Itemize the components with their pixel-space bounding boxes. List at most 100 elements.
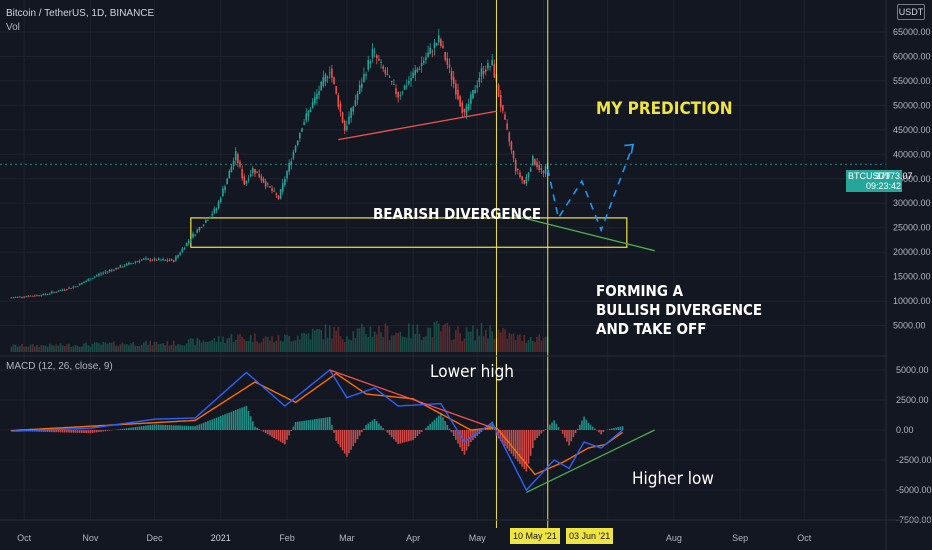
- volume-bar: [435, 321, 438, 352]
- volume-bar: [104, 342, 107, 352]
- candle-body: [480, 68, 483, 77]
- volume-bar: [57, 345, 60, 352]
- volume-bar: [401, 336, 404, 352]
- candle-body: [414, 70, 417, 75]
- candle-body: [51, 291, 53, 294]
- volume-bar: [544, 336, 547, 352]
- macd-histogram-bar: [44, 430, 47, 432]
- price-tick-label: 15000.00: [893, 272, 931, 282]
- volume-bar: [34, 346, 36, 352]
- macd-histogram-bar: [412, 430, 414, 441]
- price-tick-label: 20000.00: [893, 247, 931, 257]
- macd-histogram-bar: [427, 425, 429, 430]
- macd-histogram-bar: [538, 430, 541, 436]
- trendline-red: [329, 369, 493, 429]
- candle-body: [410, 78, 412, 81]
- date-flag-1: 10 May '21: [510, 528, 560, 544]
- volume-bar: [209, 341, 211, 352]
- volume-bar: [318, 329, 320, 352]
- volume-bar: [10, 346, 13, 352]
- macd-histogram-bar: [140, 426, 143, 430]
- volume-bar: [316, 329, 318, 352]
- volume-bar: [230, 333, 233, 352]
- volume-bar: [425, 336, 427, 352]
- macd-histogram-bar: [418, 430, 421, 435]
- candle-body: [378, 58, 380, 61]
- volume-bar: [465, 327, 468, 352]
- candle-body: [153, 258, 156, 260]
- macd-histogram-bar: [570, 430, 573, 442]
- volume-bar: [85, 342, 87, 352]
- macd-histogram-bar: [311, 419, 314, 430]
- volume-bar: [44, 345, 47, 352]
- candle-body: [12, 297, 15, 299]
- macd-histogram-bar: [170, 425, 173, 430]
- volume-bar: [194, 344, 196, 352]
- volume-bar: [288, 336, 290, 352]
- candle-body: [121, 266, 124, 268]
- candle-body: [497, 84, 500, 97]
- volume-bar: [149, 340, 152, 352]
- macd-histogram-bar: [93, 430, 96, 433]
- volume-bar: [219, 341, 222, 352]
- macd-histogram-bar: [470, 430, 472, 443]
- volume-bar: [76, 345, 79, 352]
- volume-bar: [301, 333, 303, 352]
- volume-bar: [461, 340, 464, 352]
- volume-bar: [395, 332, 397, 352]
- macd-histogram-bar: [373, 419, 376, 430]
- volume-bar: [29, 344, 32, 352]
- candle-body: [198, 227, 201, 231]
- macd-histogram-bar: [346, 430, 348, 457]
- macd-histogram-bar: [316, 418, 318, 430]
- volume-bar: [226, 338, 228, 352]
- candle-body: [66, 289, 68, 290]
- time-tick-label: Feb: [279, 533, 295, 543]
- candle-body: [34, 295, 36, 297]
- candle-body: [493, 63, 496, 78]
- bullish-line-2: BULLISH DIVERGENCE: [596, 301, 763, 319]
- volume-bar: [382, 336, 384, 352]
- macd-histogram-bar: [390, 430, 393, 438]
- price-tick-label: 60000.00: [893, 51, 931, 61]
- volume-bar: [328, 325, 331, 352]
- candle-body: [284, 179, 286, 185]
- macd-histogram-bar: [307, 420, 310, 430]
- candle-body: [482, 71, 485, 74]
- candle-body: [489, 66, 491, 67]
- candle-body: [397, 91, 399, 98]
- price-tag-value: 37973.07: [875, 171, 913, 181]
- candle-body: [160, 259, 162, 261]
- macd-histogram-bar: [350, 430, 352, 450]
- candle-body: [200, 227, 203, 229]
- candle-body: [70, 288, 72, 289]
- macd-histogram-bar: [177, 425, 179, 430]
- prediction-arrowhead: [624, 143, 635, 154]
- volume-bar: [222, 336, 224, 352]
- volume-bar: [21, 343, 23, 352]
- candle-body: [311, 102, 314, 108]
- volume-bar: [502, 328, 504, 352]
- candle-body: [81, 282, 83, 285]
- candle-body: [328, 72, 331, 74]
- candle-body: [155, 259, 158, 261]
- volume-bar: [514, 340, 517, 352]
- volume-bar: [519, 334, 521, 352]
- currency-button[interactable]: USDT: [897, 4, 925, 20]
- volume-bar: [234, 339, 237, 352]
- macd-histogram-bar: [83, 430, 85, 434]
- volume-bar: [311, 328, 314, 352]
- macd-histogram-bar: [121, 428, 124, 430]
- candle-body: [63, 289, 66, 291]
- volume-bar: [322, 339, 325, 352]
- macd-histogram-bar: [247, 411, 250, 430]
- candle-body: [313, 97, 316, 104]
- candle-body: [540, 168, 543, 170]
- macd-histogram-bar: [508, 430, 511, 452]
- macd-histogram-bar: [281, 430, 284, 444]
- candle-body: [31, 295, 34, 297]
- candle-body: [209, 217, 211, 219]
- macd-histogram-bar: [448, 428, 451, 430]
- prediction-dashed-line: [547, 144, 634, 233]
